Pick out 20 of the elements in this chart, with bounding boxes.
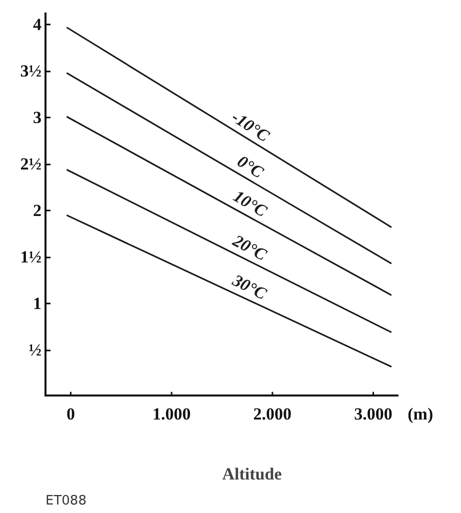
- text: 20°C: [228, 230, 270, 265]
- y-tick-label: 2: [33, 201, 42, 220]
- text: -10°C: [228, 107, 274, 146]
- text: 0°C: [234, 152, 268, 182]
- x-tick-label: 0: [66, 404, 75, 424]
- y-tick-label: 1: [33, 294, 42, 314]
- y-tick-label: 1½: [20, 248, 42, 267]
- y-tick-label: 4: [33, 15, 42, 34]
- x-tick-label: 1.000: [152, 404, 191, 424]
- x-axis-title: Altitude: [222, 464, 282, 484]
- y-tick-label: 2½: [20, 154, 42, 174]
- y-tick-label: ½: [28, 340, 42, 360]
- text: ET088: [46, 494, 86, 508]
- text: 10°C: [230, 186, 271, 222]
- x-tick-label: 2.000: [253, 404, 292, 424]
- text: 30°C: [228, 270, 270, 304]
- y-tick-label: 3½: [20, 62, 42, 81]
- y-tick-label: 3: [33, 108, 42, 128]
- x-tick-label: 3.000: [354, 404, 392, 424]
- text: (m): [408, 404, 434, 424]
